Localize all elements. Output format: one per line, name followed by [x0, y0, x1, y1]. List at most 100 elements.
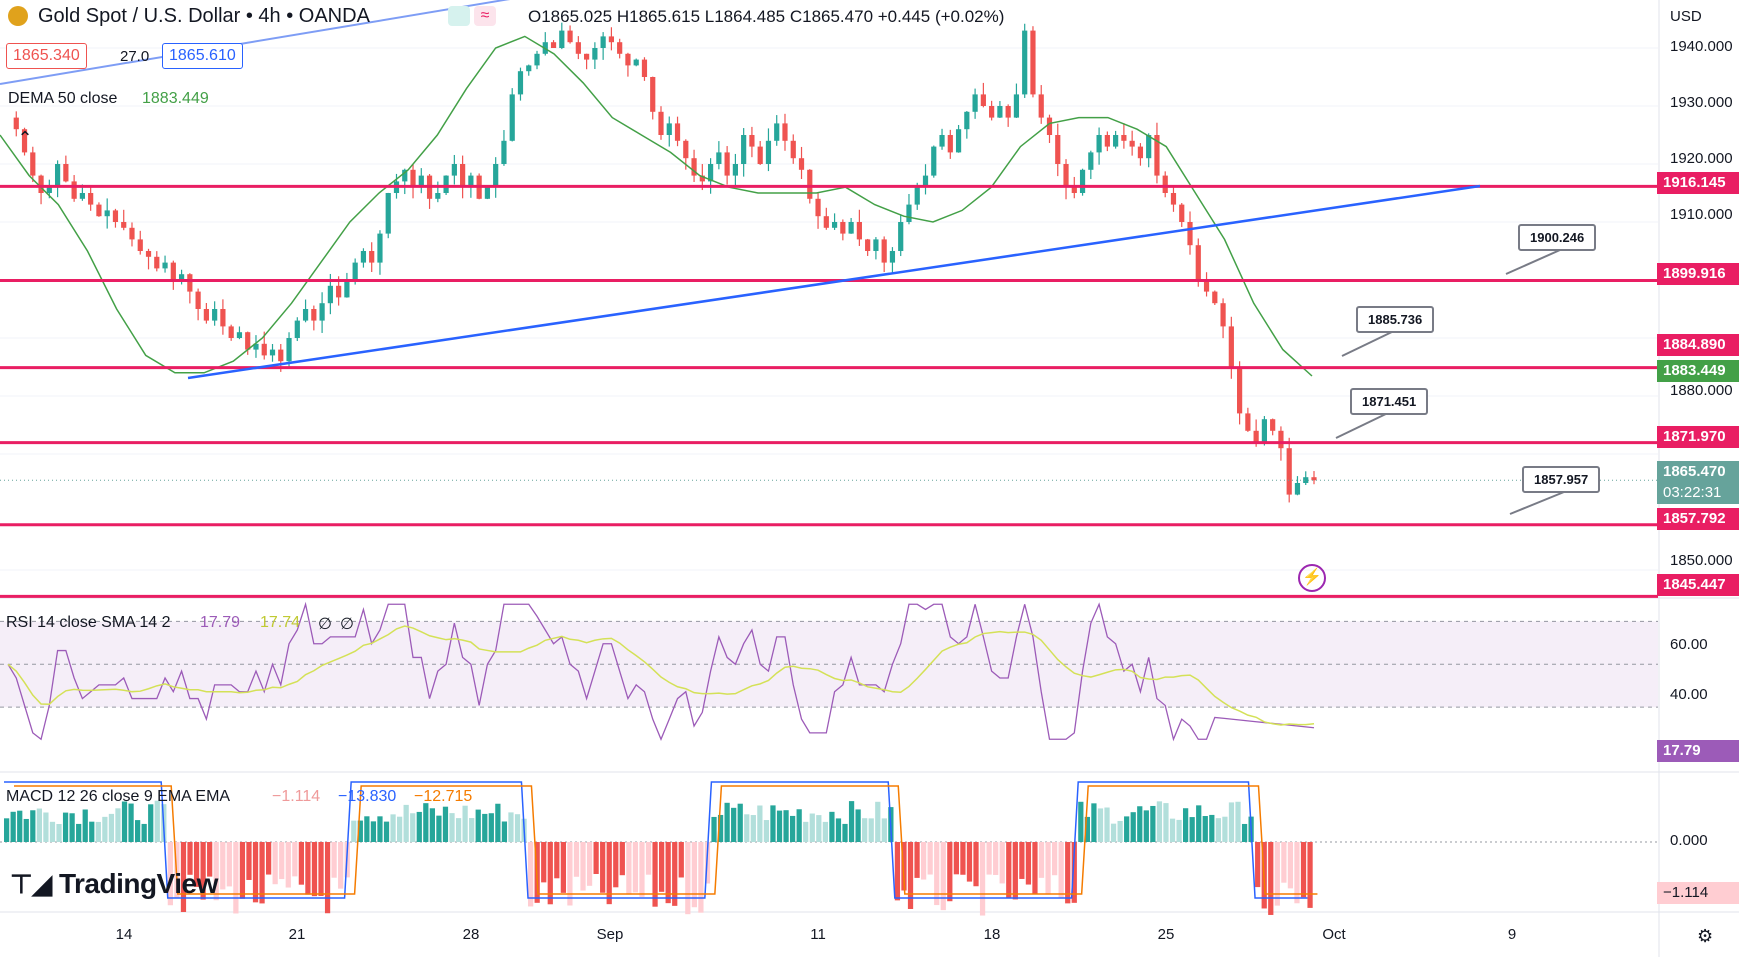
macd-histogram-bar [1137, 806, 1143, 842]
rsi-legend-label[interactable]: RSI 14 close SMA 14 2 [6, 614, 171, 631]
candle-body [493, 164, 499, 188]
eye-icon[interactable] [448, 6, 470, 26]
macd-histogram-bar [115, 808, 121, 842]
macd-histogram-bar [619, 842, 625, 876]
candle-body [658, 111, 664, 135]
macd-histogram-bar [672, 842, 678, 906]
rsi-sma-legend-value: 17.74 [260, 614, 301, 631]
price-callout[interactable]: 1857.957 [1522, 466, 1601, 493]
macd-histogram-bar [862, 818, 868, 842]
macd-histogram-bar [17, 810, 23, 842]
macd-histogram-bar [1281, 842, 1287, 883]
candle-body [567, 30, 573, 43]
wave-icon[interactable]: ≈ [474, 6, 496, 26]
candle-body [873, 239, 879, 251]
macd-histogram-bar [1104, 807, 1110, 842]
candle-body [21, 129, 28, 153]
macd-histogram-bar [1300, 842, 1307, 898]
candle-body [749, 135, 755, 147]
candle-body [972, 94, 978, 112]
macd-histogram-bar [573, 842, 580, 877]
candle-body [939, 135, 945, 147]
macd-histogram-bar [416, 811, 422, 842]
macd-legend-label[interactable]: MACD 12 26 close 9 EMA EMA [6, 788, 231, 805]
macd-histogram-bar [659, 842, 665, 892]
collapse-chevron-icon[interactable]: ⌃ [17, 128, 33, 148]
candle-body [88, 193, 94, 205]
candle-body [823, 216, 829, 228]
candle-body [716, 152, 722, 164]
macd-histogram-bar [600, 842, 606, 893]
macd-histogram-bar [993, 842, 999, 875]
macd-histogram-bar [560, 842, 566, 893]
rsi-sma-line [7, 625, 1315, 726]
candle-body [385, 193, 391, 234]
macd-histogram-bar [541, 842, 547, 883]
price-callout[interactable]: 1900.246 [1518, 224, 1597, 251]
buy-price-button[interactable]: 1865.610 [162, 43, 243, 69]
macd-histogram-bar [501, 821, 508, 842]
time-axis-label: 21 [288, 926, 306, 943]
candle-body [774, 123, 780, 141]
candle-body [253, 343, 259, 350]
macd-histogram-bar [1084, 816, 1090, 842]
macd-histogram-bar [678, 842, 684, 878]
candle-body [352, 262, 358, 280]
macd-histogram-bar [606, 842, 612, 905]
macd-histogram-bar [875, 801, 881, 842]
candle-body [1063, 164, 1069, 188]
macd-histogram-bar [1241, 823, 1248, 842]
macd-histogram-bar [717, 814, 724, 842]
candle-body [501, 140, 507, 164]
candle-body [129, 227, 135, 240]
candle-body [691, 158, 697, 176]
symbol-title[interactable]: Gold Spot / U.S. Dollar • 4h • OANDA [38, 5, 370, 27]
time-axis-label: Sep [596, 926, 624, 943]
macd-histogram-bar [1052, 842, 1058, 876]
candle-body [360, 251, 367, 263]
macd-histogram-bar [790, 815, 796, 842]
candle-body [1129, 140, 1135, 147]
currency-label[interactable]: USD [1670, 8, 1702, 25]
macd-histogram-bar [770, 805, 776, 842]
candle-body [212, 309, 218, 321]
candle-body [278, 349, 284, 362]
sell-price-button[interactable]: 1865.340 [6, 43, 87, 69]
macd-histogram-bar [148, 804, 154, 842]
candle-body [1121, 135, 1127, 141]
macd-histogram-bar [233, 842, 239, 914]
gear-icon[interactable]: ⚙ [1697, 926, 1714, 946]
ohlc-readout: O1865.025 H1865.615 L1864.485 C1865.470 … [528, 7, 1005, 26]
macd-histogram-bar [940, 842, 946, 911]
macd-histogram-bar [816, 815, 822, 842]
price-callout[interactable]: 1885.736 [1356, 306, 1435, 333]
candle-body [336, 285, 342, 298]
macd-histogram-bar [868, 818, 874, 842]
macd-histogram-bar [89, 821, 95, 842]
macd-histogram-bar [685, 842, 691, 915]
candle-body [1079, 169, 1086, 193]
macd-histogram-bar [953, 842, 959, 875]
macd-histogram-bar [632, 842, 639, 893]
macd-histogram-bar [370, 821, 377, 842]
dema-legend-label[interactable]: DEMA 50 close [8, 90, 118, 107]
macd-histogram-bar [102, 816, 108, 842]
macd-histogram-bar [1294, 842, 1300, 904]
macd-histogram-bar [1058, 842, 1064, 898]
macd-histogram-bar [351, 820, 357, 842]
lightning-event-icon[interactable]: ⚡ [1298, 564, 1326, 592]
logo-text: TradingView [58, 868, 218, 899]
candle-body [30, 152, 36, 176]
macd-histogram-bar [220, 842, 226, 890]
candle-body [848, 222, 854, 234]
macd-histogram-bar [796, 809, 802, 842]
tradingview-logo[interactable]: ⊤◢ TradingView [10, 868, 218, 900]
macd-histogram-bar [1124, 816, 1130, 842]
macd-histogram-bar [23, 818, 29, 842]
macd-histogram-bar [999, 842, 1005, 884]
price-callout[interactable]: 1871.451 [1350, 388, 1429, 415]
macd-histogram-bar [567, 842, 573, 906]
candle-body [1203, 280, 1210, 292]
macd-histogram-bar [776, 810, 783, 842]
